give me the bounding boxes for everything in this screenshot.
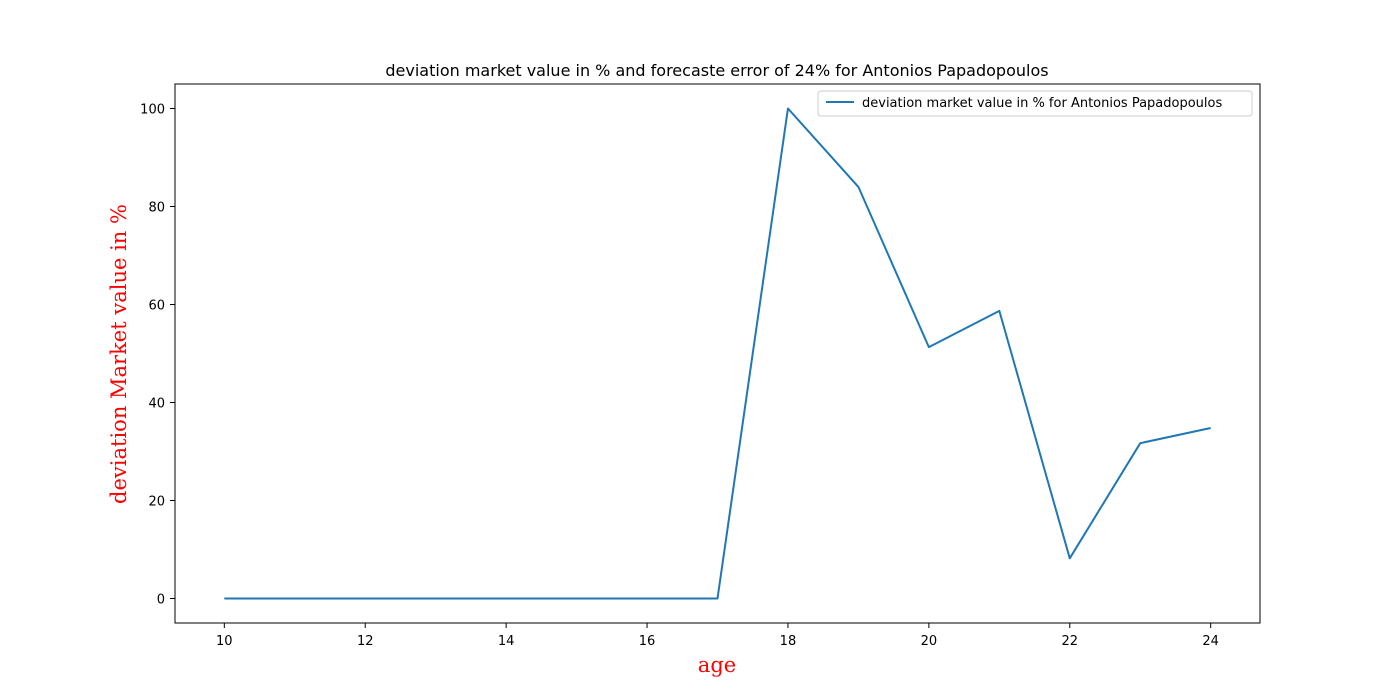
x-tick-label: 16: [639, 634, 656, 649]
y-tick-label: 20: [148, 495, 165, 510]
legend-label: deviation market value in % for Antonios…: [862, 96, 1222, 111]
y-axis-label: deviation Market value in %: [107, 204, 131, 504]
y-tick-label: 40: [148, 397, 165, 412]
legend: deviation market value in % for Antonios…: [817, 90, 1253, 117]
y-axis: 0 20 40 60 80 100: [140, 103, 175, 608]
plot-frame: [174, 83, 1261, 624]
x-tick-label: 18: [780, 634, 797, 649]
y-tick-label: 0: [157, 593, 165, 608]
series-line-0: [224, 107, 1211, 600]
plot-area: [175, 84, 1260, 623]
x-tick-label: 22: [1061, 634, 1078, 649]
y-tick-label: 80: [148, 201, 165, 216]
x-tick-label: 12: [357, 634, 374, 649]
chart-title: deviation market value in % and forecast…: [385, 61, 1048, 80]
series-layer: [224, 107, 1211, 600]
x-tick-label: 20: [921, 634, 938, 649]
x-tick-label: 24: [1202, 634, 1219, 649]
legend-box: [817, 90, 1253, 117]
x-tick-label: 14: [498, 634, 515, 649]
x-axis-label: age: [698, 653, 736, 677]
y-tick-label: 100: [140, 103, 165, 118]
y-tick-label: 60: [148, 299, 165, 314]
x-tick-label: 10: [216, 634, 233, 649]
x-axis: 10 12 14 16 18 20 22 24: [216, 623, 1219, 649]
